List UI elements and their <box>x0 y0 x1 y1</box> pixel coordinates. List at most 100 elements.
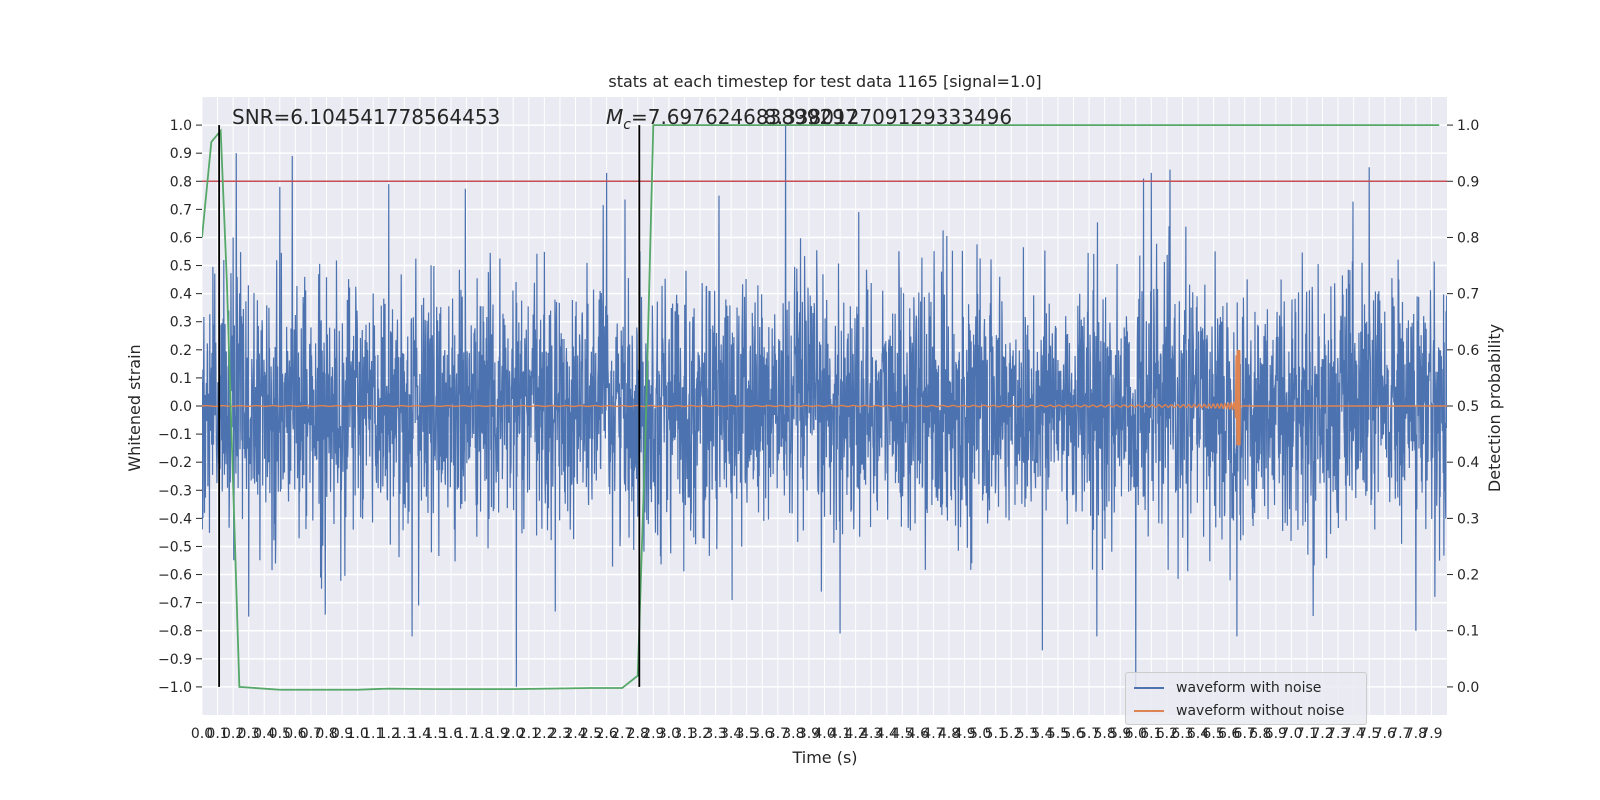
y-tick-label: 0.3 <box>170 315 192 331</box>
x-tick-label: 4.0 <box>813 726 835 742</box>
y2-tick-label: 0.0 <box>1457 680 1479 696</box>
x-tick-label: 0.9 <box>331 726 353 742</box>
x-tick-label: 6.6 <box>1218 726 1240 742</box>
x-tick-label: 4.6 <box>907 726 929 742</box>
x-tick-label: 0.1 <box>206 726 228 742</box>
x-tick-label: 2.7 <box>611 726 633 742</box>
x-tick-label: 3.8 <box>782 726 804 742</box>
y-tick-label: −0.1 <box>158 427 192 443</box>
x-tick-label: 0.8 <box>315 726 337 742</box>
y-tick-label: −1.0 <box>158 680 192 696</box>
x-tick-label: 3.0 <box>658 726 680 742</box>
x-tick-label: 2.8 <box>627 726 649 742</box>
x-tick-label: 4.4 <box>876 726 898 742</box>
y-tick-label: −0.7 <box>158 596 192 612</box>
x-tick-label: 1.6 <box>440 726 462 742</box>
y-tick-label: 0.5 <box>170 259 192 275</box>
x-tick-label: 5.6 <box>1062 726 1084 742</box>
x-tick-label: 0.3 <box>238 726 260 742</box>
y2-axis-label: Detection probability <box>1485 324 1504 492</box>
x-tick-label: 1.9 <box>487 726 509 742</box>
x-tick-label: 6.5 <box>1202 726 1224 742</box>
y-tick-label: −0.4 <box>158 511 192 527</box>
x-tick-label: 3.7 <box>767 726 789 742</box>
y-axis-label: Whitened strain <box>125 344 144 471</box>
x-tick-label: 7.9 <box>1420 726 1442 742</box>
x-tick-label: 2.4 <box>564 726 586 742</box>
x-tick-label: 4.1 <box>829 726 851 742</box>
legend-item-clean: waveform without noise <box>1134 701 1344 721</box>
legend-label-noise: waveform with noise <box>1176 680 1322 696</box>
x-tick-label: 5.9 <box>1109 726 1131 742</box>
x-tick-label: 1.8 <box>471 726 493 742</box>
x-tick-label: 4.3 <box>860 726 882 742</box>
y2-tick-label: 0.9 <box>1457 174 1479 190</box>
y-tick-label: −0.8 <box>158 624 192 640</box>
legend-label-clean: waveform without noise <box>1176 703 1345 719</box>
x-tick-label: 5.2 <box>1000 726 1022 742</box>
y-tick-label: −0.5 <box>158 539 192 555</box>
legend-item-noise: waveform with noise <box>1134 678 1321 698</box>
x-tick-label: 6.0 <box>1125 726 1147 742</box>
y-tick-label: −0.9 <box>158 652 192 668</box>
x-axis-label: Time (s) <box>791 748 857 767</box>
x-tick-label: 3.9 <box>798 726 820 742</box>
x-tick-label: 2.0 <box>502 726 524 742</box>
x-tick-label: 0.7 <box>300 726 322 742</box>
y-tick-label: −0.6 <box>158 568 192 584</box>
mc-subscript: c <box>623 117 631 133</box>
x-tick-label: 4.9 <box>953 726 975 742</box>
x-tick-label: 3.2 <box>689 726 711 742</box>
x-tick-label: 3.6 <box>751 726 773 742</box>
x-tick-label: 0.0 <box>191 726 213 742</box>
x-tick-label: 4.7 <box>922 726 944 742</box>
y-tick-label: 0.2 <box>170 343 192 359</box>
x-tick-label: 7.1 <box>1296 726 1318 742</box>
x-tick-label: 0.5 <box>269 726 291 742</box>
x-tick-label: 6.9 <box>1265 726 1287 742</box>
y2-tick-label: 0.2 <box>1457 568 1479 584</box>
x-tick-label: 3.3 <box>704 726 726 742</box>
x-tick-label: 7.7 <box>1389 726 1411 742</box>
x-tick-label: 3.4 <box>720 726 742 742</box>
y2-tick-label: 1.0 <box>1457 118 1479 134</box>
x-tick-label: 5.1 <box>985 726 1007 742</box>
y2-tick-label: 0.8 <box>1457 230 1479 246</box>
legend-swatch-noise <box>1134 687 1164 689</box>
y-tick-label: 0.0 <box>170 399 192 415</box>
y2-tick-label: 0.6 <box>1457 343 1479 359</box>
y-tick-label: −0.2 <box>158 455 192 471</box>
legend: waveform with noise waveform without noi… <box>1125 672 1367 725</box>
axes: 0.00.10.20.30.40.50.60.70.80.91.01.11.21… <box>158 118 1479 742</box>
x-tick-label: 7.6 <box>1374 726 1396 742</box>
x-tick-label: 3.5 <box>736 726 758 742</box>
x-tick-label: 7.8 <box>1405 726 1427 742</box>
x-tick-label: 5.7 <box>1078 726 1100 742</box>
snr-annotation: SNR=6.104541778564453 <box>232 105 500 129</box>
x-tick-label: 1.5 <box>424 726 446 742</box>
x-tick-label: 2.6 <box>595 726 617 742</box>
y-tick-label: 0.6 <box>170 230 192 246</box>
x-tick-label: 7.5 <box>1358 726 1380 742</box>
x-tick-label: 0.2 <box>222 726 244 742</box>
x-tick-label: 1.0 <box>346 726 368 742</box>
y-tick-label: 0.7 <box>170 202 192 218</box>
y-tick-label: 0.4 <box>170 287 192 303</box>
x-tick-label: 6.2 <box>1156 726 1178 742</box>
x-tick-label: 2.2 <box>533 726 555 742</box>
x-tick-label: 3.1 <box>673 726 695 742</box>
mc-overlap-annotation: 8.338012709129333496 <box>764 105 1012 129</box>
x-tick-label: 1.3 <box>393 726 415 742</box>
y-tick-label: 0.9 <box>170 146 192 162</box>
x-tick-label: 0.4 <box>253 726 275 742</box>
x-tick-label: 0.6 <box>284 726 306 742</box>
y2-tick-label: 0.4 <box>1457 455 1479 471</box>
x-tick-label: 6.7 <box>1234 726 1256 742</box>
mc-value: =7.697624683899297 <box>631 105 858 129</box>
clean-waveform-line <box>202 349 1447 446</box>
x-tick-label: 2.9 <box>642 726 664 742</box>
data-layer <box>202 124 1447 691</box>
legend-swatch-clean <box>1134 710 1164 712</box>
x-tick-label: 2.5 <box>580 726 602 742</box>
